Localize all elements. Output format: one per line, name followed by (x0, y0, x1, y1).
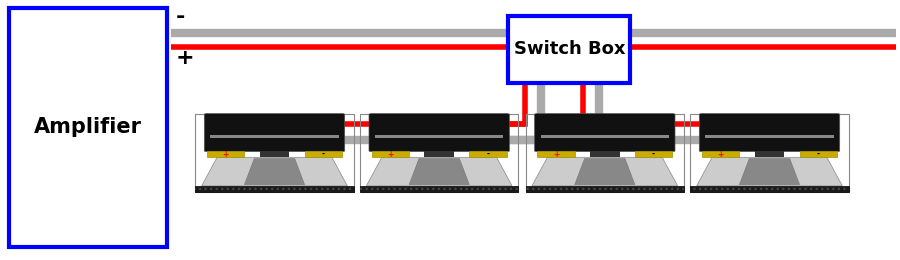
Text: -: - (486, 150, 490, 159)
Bar (425, 151, 454, 157)
Bar (635, 151, 672, 157)
Text: +: + (222, 150, 229, 159)
Polygon shape (532, 157, 678, 186)
Text: -: - (321, 150, 325, 159)
Bar (526, 186, 684, 192)
Text: -: - (176, 7, 184, 27)
Bar (470, 151, 507, 157)
Bar (360, 186, 518, 192)
Polygon shape (697, 157, 842, 186)
FancyBboxPatch shape (535, 114, 675, 152)
Bar (372, 151, 409, 157)
Bar (305, 151, 342, 157)
Bar (211, 135, 338, 138)
Polygon shape (740, 159, 799, 185)
Polygon shape (245, 159, 304, 185)
FancyBboxPatch shape (204, 114, 345, 152)
Text: +: + (717, 150, 724, 159)
Bar (259, 151, 290, 157)
Bar (690, 114, 849, 192)
Bar (207, 151, 244, 157)
Bar (541, 135, 669, 138)
Text: -: - (652, 150, 655, 159)
FancyBboxPatch shape (508, 16, 630, 83)
Bar (195, 186, 354, 192)
Text: Amplifier: Amplifier (33, 118, 142, 137)
Text: +: + (387, 150, 393, 159)
Bar (195, 114, 354, 192)
Text: -: - (816, 150, 820, 159)
Bar (800, 151, 837, 157)
Polygon shape (366, 157, 512, 186)
Bar (375, 135, 503, 138)
Bar (526, 186, 684, 192)
Bar (360, 186, 518, 192)
Bar (360, 114, 518, 192)
Bar (706, 135, 833, 138)
Polygon shape (410, 159, 469, 185)
Bar (526, 114, 684, 192)
Bar (690, 186, 849, 192)
FancyBboxPatch shape (9, 8, 166, 247)
Bar (195, 186, 354, 192)
FancyBboxPatch shape (369, 114, 509, 152)
Text: +: + (553, 150, 559, 159)
Bar (690, 186, 849, 192)
FancyBboxPatch shape (699, 114, 840, 152)
Bar (590, 151, 620, 157)
Bar (754, 151, 785, 157)
Bar (537, 151, 574, 157)
Polygon shape (575, 159, 634, 185)
Polygon shape (202, 157, 347, 186)
Bar (702, 151, 739, 157)
Text: +: + (176, 49, 194, 68)
Text: Switch Box: Switch Box (514, 40, 625, 58)
